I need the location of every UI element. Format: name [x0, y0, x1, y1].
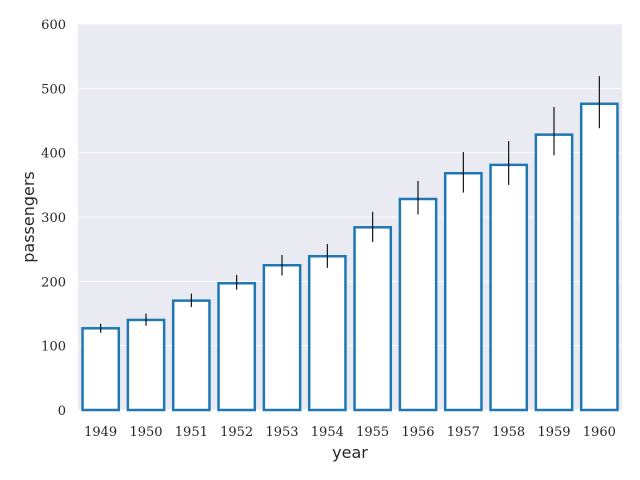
- y-tick-label: 400: [41, 147, 66, 162]
- bar-1960: [579, 102, 619, 412]
- y-tick-label: 300: [41, 211, 66, 226]
- x-tick-label: 1956: [401, 425, 434, 440]
- bars: [81, 102, 619, 412]
- x-tick-label: 1960: [583, 425, 616, 440]
- x-tick-label: 1953: [265, 425, 298, 440]
- bar-1955: [353, 226, 393, 412]
- y-tick-label: 600: [41, 18, 66, 33]
- x-axis-label: year: [332, 443, 368, 462]
- y-tick-label: 500: [41, 82, 66, 97]
- bar-1949: [81, 327, 121, 412]
- y-tick-label: 100: [41, 340, 66, 355]
- bar-1959: [534, 133, 574, 412]
- error-bars: [100, 76, 600, 333]
- bar-1956: [398, 197, 438, 412]
- bar-1953: [262, 264, 302, 412]
- x-tick-label: 1951: [175, 425, 208, 440]
- x-tick-label: 1959: [537, 425, 570, 440]
- x-tick-label: 1952: [220, 425, 253, 440]
- bar-1957: [443, 172, 483, 412]
- bar-1951: [171, 299, 211, 412]
- x-tick-label: 1955: [356, 425, 389, 440]
- grid-lines: [78, 23, 622, 411]
- x-tick-label: 1957: [447, 425, 480, 440]
- x-axis-ticks: 1949 1950 1951 1952 1953 1954 1955 1956 1957 1958…: [84, 425, 616, 440]
- bar-1950: [126, 318, 166, 412]
- bar-1958: [489, 163, 529, 412]
- y-axis-ticks: 0 100 200 300 400 500 600: [41, 18, 66, 419]
- bar-1954: [307, 254, 347, 412]
- x-tick-label: 1958: [492, 425, 525, 440]
- y-axis-label: passengers: [19, 171, 38, 263]
- y-tick-label: 200: [41, 275, 66, 290]
- x-tick-label: 1954: [311, 425, 344, 440]
- y-tick-label: 0: [58, 404, 66, 419]
- x-tick-label: 1950: [129, 425, 162, 440]
- bar-1952: [217, 282, 257, 412]
- x-tick-label: 1949: [84, 425, 117, 440]
